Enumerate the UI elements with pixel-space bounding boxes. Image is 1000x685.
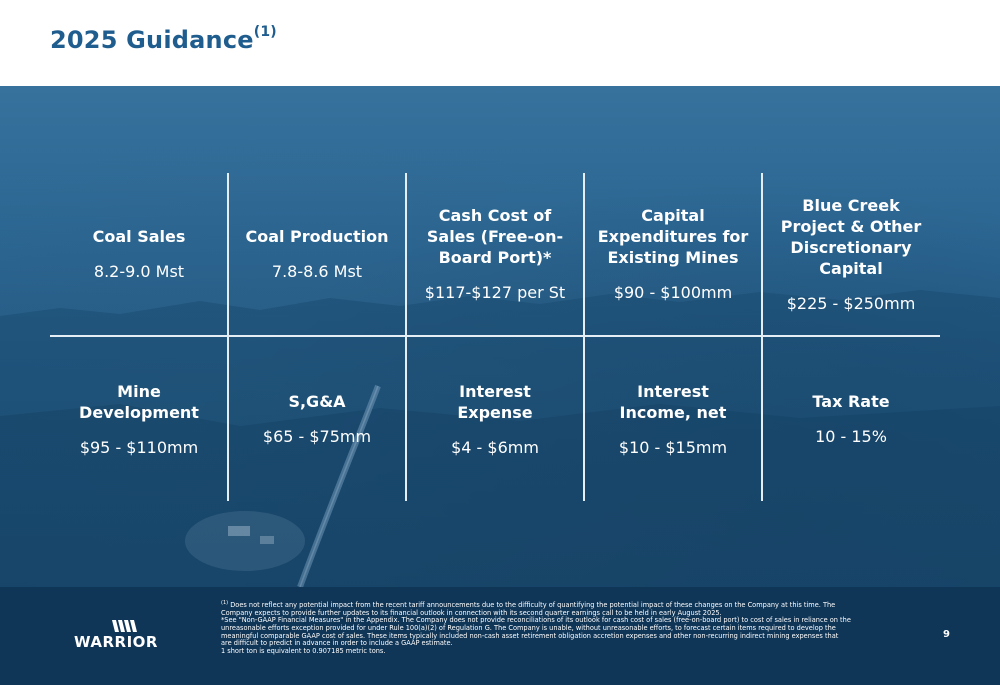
grid-divider xyxy=(50,335,940,337)
guidance-label: S,G&A xyxy=(288,392,346,411)
footnote-1-marker: (1) xyxy=(221,600,229,606)
guidance-cash-cost: Cash Cost of Sales (Free-on-Board Port)*… xyxy=(406,173,584,335)
guidance-label: Interest Income, net xyxy=(619,381,727,422)
guidance-value: $10 - $15mm xyxy=(618,437,728,457)
grid-divider xyxy=(405,173,407,501)
guidance-value: $65 - $75mm xyxy=(262,427,372,446)
guidance-tax-rate: Tax Rate 10 - 15% xyxy=(762,337,940,501)
guidance-value: $95 - $110mm xyxy=(79,437,199,457)
guidance-value: $4 - $6mm xyxy=(451,437,539,457)
guidance-interest-expense: Interest Expense $4 - $6mm xyxy=(406,337,584,501)
guidance-label: Coal Production xyxy=(245,227,389,246)
guidance-label: Coal Sales xyxy=(92,227,186,246)
guidance-value: $225 - $250mm xyxy=(786,293,916,313)
aerial-landscape-image xyxy=(0,290,1000,587)
footnote-1: (1) Does not reflect any potential impac… xyxy=(221,600,851,617)
guidance-label: Mine Development xyxy=(79,381,199,422)
guidance-sga: S,G&A $65 - $75mm xyxy=(228,337,406,501)
warrior-logo-text: WARRIOR xyxy=(74,633,158,651)
grid-divider xyxy=(583,173,585,501)
guidance-label: Blue Creek Project & Other Discretionary… xyxy=(780,195,922,278)
grid-divider xyxy=(761,173,763,501)
guidance-value: 8.2-9.0 Mst xyxy=(93,262,185,281)
slide-title-text: 2025 Guidance xyxy=(50,26,254,54)
footnote-1-text: Does not reflect any potential impact fr… xyxy=(221,601,836,617)
guidance-value: 7.8-8.6 Mst xyxy=(271,262,363,281)
guidance-value: 10 - 15% xyxy=(815,427,887,446)
guidance-mine-development: Mine Development $95 - $110mm xyxy=(50,337,228,501)
grid-divider xyxy=(227,173,229,501)
footnote-2: *See "Non-GAAP Financial Measures" in th… xyxy=(221,616,851,648)
slide-footer xyxy=(0,587,1000,685)
guidance-interest-income: Interest Income, net $10 - $15mm xyxy=(584,337,762,501)
warrior-logo-icon xyxy=(112,620,137,632)
guidance-label: Capital Expenditures for Existing Mines xyxy=(597,206,749,267)
guidance-label: Tax Rate xyxy=(812,392,890,411)
footnote-3: 1 short ton is equivalent to 0.907185 me… xyxy=(221,646,386,655)
title-footnote-marker: (1) xyxy=(253,24,277,40)
slide-title: 2025 Guidance(1) xyxy=(50,24,277,54)
guidance-capex-existing: Capital Expenditures for Existing Mines … xyxy=(584,173,762,335)
guidance-blue-creek: Blue Creek Project & Other Discretionary… xyxy=(762,173,940,335)
page-number: 9 xyxy=(943,629,950,640)
slide-header: 2025 Guidance(1) xyxy=(0,0,1000,86)
guidance-label: Cash Cost of Sales (Free-on-Board Port)* xyxy=(426,206,564,267)
guidance-coal-production: Coal Production 7.8-8.6 Mst xyxy=(228,173,406,335)
footnotes: (1) Does not reflect any potential impac… xyxy=(221,600,851,655)
guidance-label: Interest Expense xyxy=(457,381,533,422)
guidance-value: $90 - $100mm xyxy=(613,283,733,302)
guidance-value: $117-$127 per St xyxy=(424,283,566,302)
guidance-coal-sales: Coal Sales 8.2-9.0 Mst xyxy=(50,173,228,335)
